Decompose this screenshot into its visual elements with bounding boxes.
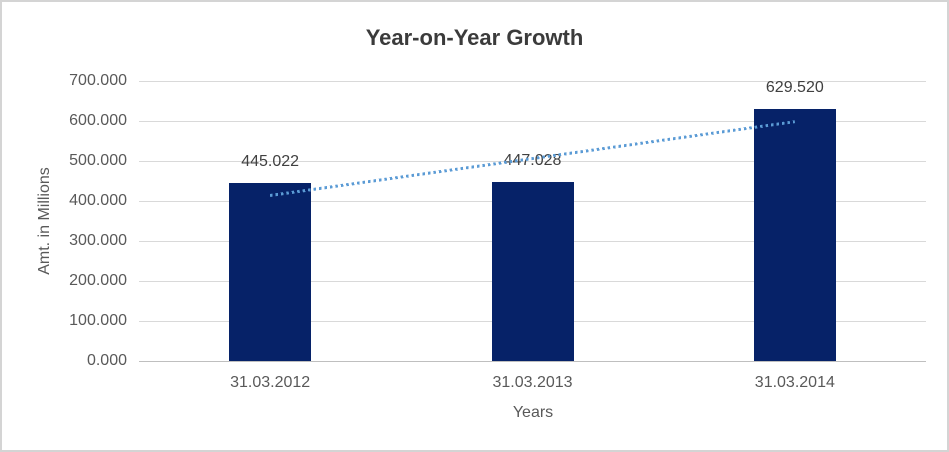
plot-area: 0.000 100.000 200.000 300.000 400.000 500.000… xyxy=(69,72,926,391)
x-tick-label: 31.03.2014 xyxy=(754,374,835,391)
y-axis-title: Amt. in Millions xyxy=(36,167,53,275)
y-tick-label: 100.000 xyxy=(69,312,127,329)
bar-value-label: 445.022 xyxy=(241,152,300,170)
x-tick-label: 31.03.2012 xyxy=(230,374,311,391)
gridline xyxy=(139,160,926,162)
y-tick-label: 600.000 xyxy=(69,112,127,129)
y-tick-label: 0.000 xyxy=(86,352,127,369)
y-tick-label: 500.000 xyxy=(69,152,127,169)
gridline xyxy=(139,120,926,122)
bar xyxy=(229,183,312,361)
bar xyxy=(753,109,836,361)
x-tick-label: 31.03.2013 xyxy=(492,374,573,391)
x-axis-title: Years xyxy=(512,404,554,421)
gridline xyxy=(139,80,926,82)
y-tick-label: 300.000 xyxy=(69,232,127,249)
y-tick-label: 200.000 xyxy=(69,272,127,289)
chart-title: Year-on-Year Growth xyxy=(365,25,584,50)
bar-value-label: 629.520 xyxy=(765,79,824,97)
bar xyxy=(491,182,574,361)
y-tick-label: 400.000 xyxy=(69,192,127,209)
y-tick-label: 700.000 xyxy=(69,72,127,89)
gridline xyxy=(139,360,926,362)
